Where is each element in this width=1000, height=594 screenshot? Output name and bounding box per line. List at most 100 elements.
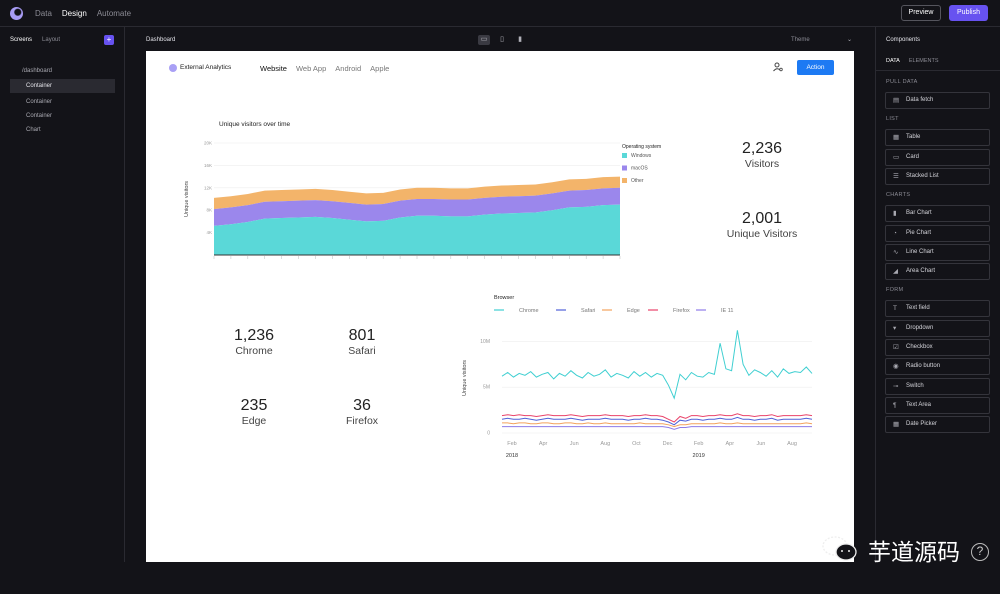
- app-name: External Analytics: [180, 64, 232, 71]
- nav-design[interactable]: Design: [61, 9, 87, 18]
- legend-item-macos[interactable]: macOS: [631, 166, 648, 172]
- component-radio-button[interactable]: ◉ Radio button: [885, 358, 990, 376]
- y-tick-label: 8K: [206, 208, 212, 213]
- component-line-chart[interactable]: ∿ Line Chart: [885, 243, 990, 261]
- component-label: Text Area: [906, 401, 932, 408]
- checkbox-icon: ☑: [893, 344, 899, 351]
- route-dashboard[interactable]: /dashboard: [22, 68, 53, 74]
- chevron-down-icon[interactable]: ⌄: [847, 37, 853, 43]
- nav-data[interactable]: Data: [35, 9, 52, 18]
- app-nav-apple[interactable]: Apple: [370, 64, 390, 73]
- legend-item-windows[interactable]: Windows: [631, 153, 652, 159]
- component-dropdown[interactable]: ▾ Dropdown: [885, 319, 990, 337]
- component-checkbox[interactable]: ☑ Checkbox: [885, 339, 990, 356]
- edge-stat: 235 Edge: [199, 397, 309, 428]
- component-switch[interactable]: ⊸ Switch: [885, 377, 990, 395]
- firefox-stat: 36 Firefox: [307, 397, 417, 428]
- tree-item-container[interactable]: Container: [26, 113, 53, 119]
- preview-button[interactable]: Preview: [901, 5, 941, 21]
- tab-data[interactable]: DATA: [886, 58, 900, 64]
- component-area-chart[interactable]: ◢ Area Chart: [885, 263, 990, 281]
- section-pull-data: PULL DATA: [886, 79, 918, 85]
- unique-visitors-stat: 2,001 Unique Visitors: [707, 210, 817, 241]
- dropdown-icon: ▾: [893, 324, 897, 332]
- legend-item-chrome[interactable]: Chrome: [519, 308, 539, 314]
- app-nav-web-app[interactable]: Web App: [295, 64, 327, 73]
- nav-automate[interactable]: Automate: [96, 9, 132, 18]
- tree-item-chart[interactable]: Chart: [26, 127, 41, 133]
- tablet-icon[interactable]: ▯: [500, 36, 504, 43]
- chrome-stat: 1,236 Chrome: [199, 327, 309, 358]
- app-logo-icon[interactable]: [10, 7, 23, 20]
- legend-item-edge[interactable]: Edge: [627, 308, 640, 314]
- legend-title: Operating system: [622, 144, 661, 150]
- design-canvas: External Analytics Website Web App Andro…: [146, 51, 854, 562]
- legend-swatch: [622, 153, 627, 158]
- app-nav-website[interactable]: Website: [260, 64, 287, 73]
- stat-label: Visitors: [744, 158, 780, 170]
- stat-value: 2,001: [741, 210, 783, 227]
- area-chart-title: Unique visitors over time: [219, 121, 291, 128]
- component-table[interactable]: ▦ Table: [885, 129, 990, 147]
- tree-item-container[interactable]: Container: [10, 79, 115, 93]
- action-button[interactable]: Action: [797, 60, 834, 75]
- component-pie-chart[interactable]: ◔ Pie Chart: [885, 224, 990, 242]
- screen-tree: /dashboard Container Container Container…: [10, 64, 115, 137]
- area-series-macos[interactable]: [214, 187, 620, 226]
- y-tick-label: 16K: [204, 163, 212, 168]
- component-label: Checkbox: [906, 344, 933, 350]
- line-series-firefox[interactable]: [501, 413, 813, 423]
- y-tick-label: 20K: [204, 141, 212, 146]
- stat-label: Unique Visitors: [726, 228, 798, 240]
- browser-line-chart[interactable]: Browser Chrome Safari Edge Firefox IE 11 Uniqu…: [458, 289, 818, 469]
- device-switcher: ▭ ▯ ▮: [478, 35, 526, 45]
- component-label: Bar Chart: [906, 210, 932, 217]
- line-series-edge[interactable]: [502, 422, 813, 428]
- tab-layout[interactable]: Layout: [42, 37, 61, 43]
- component-label: Area Chart: [906, 268, 936, 275]
- stat-value: 36: [353, 397, 371, 414]
- area-chart[interactable]: Unique visitors 20K 16K 12K 8K 4K Operating sy…: [184, 137, 674, 272]
- x-tick-label: Aug: [600, 441, 610, 447]
- legend-item-ie-11[interactable]: IE 11: [721, 308, 733, 314]
- help-icon[interactable]: ?: [971, 543, 989, 561]
- add-screen-button[interactable]: +: [104, 35, 114, 45]
- card-icon: ▭: [893, 153, 900, 161]
- component-data-fetch[interactable]: ▤ Data fetch: [885, 92, 990, 109]
- legend-item-safari[interactable]: Safari: [581, 308, 595, 314]
- x-tick-label: Feb: [694, 441, 703, 447]
- tree-item-container[interactable]: Container: [26, 99, 53, 105]
- mobile-icon[interactable]: ▮: [518, 36, 522, 43]
- stat-label: Chrome: [235, 345, 273, 357]
- divider: [876, 70, 1000, 71]
- component-label: Table: [906, 134, 921, 141]
- line-series-chrome[interactable]: [501, 330, 813, 400]
- tab-screens[interactable]: Screens: [10, 37, 33, 43]
- component-stacked-list[interactable]: ☰ Stacked List: [885, 167, 990, 185]
- area-chart-icon: ◢: [893, 268, 898, 276]
- stat-label: Edge: [241, 415, 267, 427]
- line-series-safari[interactable]: [501, 416, 813, 426]
- user-settings-icon[interactable]: [773, 62, 783, 72]
- database-icon: ▤: [893, 97, 900, 104]
- component-text-area[interactable]: ¶ Text Area: [885, 396, 990, 414]
- component-card[interactable]: ▭ Card: [885, 148, 990, 166]
- list-icon: ☰: [893, 172, 899, 180]
- legend-item-other[interactable]: Other: [631, 178, 644, 184]
- desktop-icon[interactable]: ▭: [478, 35, 490, 45]
- component-text-field[interactable]: T Text field: [885, 300, 990, 318]
- section-charts: CHARTS: [886, 192, 911, 199]
- area-series-windows[interactable]: [214, 204, 620, 255]
- theme-select[interactable]: Theme: [791, 37, 810, 43]
- area-series-other[interactable]: [214, 176, 620, 210]
- y-tick-label: 5M: [483, 385, 490, 391]
- component-bar-chart[interactable]: ▮ Bar Chart: [885, 205, 990, 223]
- table-icon: ▦: [893, 134, 900, 142]
- publish-button[interactable]: Publish: [949, 5, 988, 21]
- x-tick-label: Jun: [570, 441, 579, 447]
- legend-item-firefox[interactable]: Firefox: [673, 308, 690, 314]
- component-date-picker[interactable]: ▦ Date Picker: [885, 416, 990, 434]
- app-nav-android[interactable]: Android: [335, 64, 362, 73]
- tab-elements[interactable]: ELEMENTS: [908, 58, 939, 64]
- line-series-ie-11[interactable]: [502, 426, 812, 430]
